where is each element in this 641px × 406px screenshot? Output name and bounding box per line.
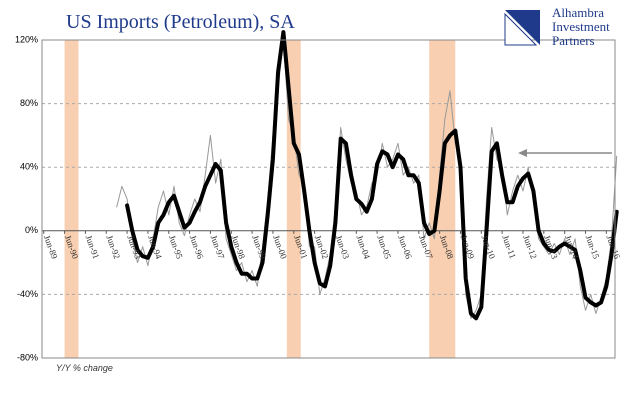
chart-title: US Imports (Petroleum), SA <box>66 11 295 33</box>
axis-note: Y/Y % change <box>56 363 113 373</box>
y-tick-label: -80% <box>17 352 38 362</box>
arrow <box>518 149 612 157</box>
y-tick-label: 40% <box>20 162 38 172</box>
plot-frame <box>41 39 616 359</box>
series-line <box>125 30 619 321</box>
lines <box>116 30 619 321</box>
y-tick-label: -40% <box>17 289 38 299</box>
recession-band <box>64 40 79 358</box>
logo-text: Investment <box>552 19 610 34</box>
arrow-head <box>518 149 527 157</box>
y-tick-label: 0% <box>25 225 38 235</box>
y-tick-label: 80% <box>20 98 38 108</box>
logo-text: Alhambra <box>552 5 604 20</box>
logo-mark <box>504 12 538 46</box>
logo-text: Partners <box>552 33 595 48</box>
grid <box>42 103 615 295</box>
recession-band <box>429 40 456 358</box>
logo: Alhambra Investment Partners <box>504 5 610 48</box>
logo-mark <box>505 10 540 45</box>
y-tick-label: 120% <box>15 34 38 44</box>
